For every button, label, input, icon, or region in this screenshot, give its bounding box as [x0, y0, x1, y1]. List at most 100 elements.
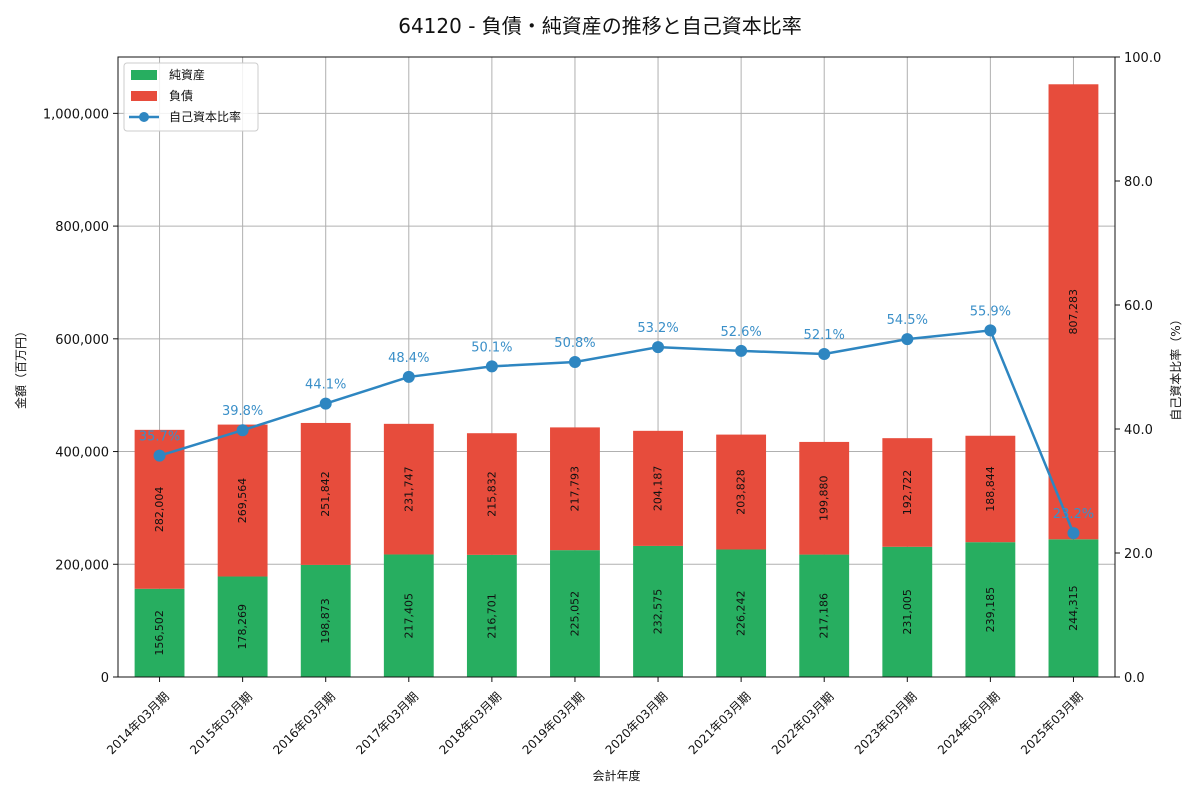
x-tick-label: 2016年03月期: [270, 689, 338, 757]
bar-value-label: 188,844: [984, 466, 997, 512]
ratio-point: [319, 397, 332, 410]
bar-liabilities: [799, 441, 850, 555]
bar-value-label: 239,185: [984, 587, 997, 633]
bar-value-label: 232,575: [652, 589, 665, 635]
bar-value-label: 178,269: [236, 604, 249, 650]
bar-net-assets: [383, 554, 434, 677]
bar-value-label: 807,283: [1067, 289, 1080, 335]
ratio-value-label: 23.2%: [1053, 507, 1094, 522]
bar-value-label: 231,005: [901, 589, 914, 635]
legend-box: [123, 62, 259, 132]
bar-net-assets: [799, 554, 850, 677]
ratio-value-label: 50.8%: [554, 336, 595, 351]
y-axis-right: 0.0 20.0 40.0 60.0 80.0 100.0: [1115, 51, 1161, 686]
legend-label: 負債: [169, 88, 193, 103]
bar-net-assets: [965, 542, 1016, 677]
x-tick-label: 2025年03月期: [1018, 689, 1086, 757]
ratio-point: [485, 360, 498, 373]
ratio-value-label: 35.7%: [139, 430, 180, 445]
ratio-value-label: 53.2%: [637, 321, 678, 336]
bar-liabilities: [550, 427, 600, 551]
bar-liabilities: [217, 424, 268, 577]
ratio-point: [901, 333, 914, 346]
y-tick-label: 0: [101, 671, 109, 686]
bar-value-label: 231,747: [402, 466, 415, 512]
bar-liabilities: [466, 433, 517, 555]
x-tick-label: 2019年03月期: [520, 689, 588, 757]
y2-tick-label: 40.0: [1124, 423, 1153, 438]
ratio-point: [652, 341, 665, 354]
legend-swatch: [131, 91, 157, 101]
ratio-point: [735, 344, 748, 357]
ratio-value-label: 55.9%: [970, 304, 1011, 319]
y-tick-label: 1,000,000: [43, 107, 109, 122]
bar-net-assets: [300, 564, 351, 677]
y-tick-label: 400,000: [55, 446, 109, 461]
legend-marker: [139, 112, 149, 122]
ratio-value-label: 50.1%: [471, 340, 512, 355]
bar-net-assets: [550, 550, 600, 677]
bar-value-label: 217,186: [818, 593, 831, 639]
ratio-line-group: 35.7% 39.8% 44.1% 48.4% 50.1% 50.8% 53.2% 52.6%…: [139, 304, 1094, 540]
ratio-value-label: 44.1%: [305, 378, 346, 393]
y-tick-label: 800,000: [55, 220, 109, 235]
bar-liabilities: [965, 435, 1016, 543]
legend-swatch: [131, 70, 157, 80]
ratio-point: [402, 370, 415, 383]
bar-value-label: 251,842: [319, 471, 332, 517]
bar-liabilities: [300, 422, 351, 565]
y2-axis-label: 自己資本比率（%）: [1168, 313, 1183, 420]
ratio-value-label: 52.1%: [804, 328, 845, 343]
x-tick-label: 2023年03月期: [852, 689, 920, 757]
y-axis-label: 金額（百万円）: [13, 325, 28, 409]
bar-liabilities: [383, 423, 434, 555]
legend-label: 純資産: [169, 67, 205, 82]
bar-value-label: 198,873: [319, 598, 332, 644]
chart-title: 64120 - 負債・純資産の推移と自己資本比率: [398, 14, 802, 38]
bar-value-label: 225,052: [568, 591, 581, 637]
bar-liabilities: [716, 434, 767, 550]
legend-label: 自己資本比率: [169, 109, 241, 124]
ratio-point: [984, 324, 997, 337]
x-tick-label: 2022年03月期: [769, 689, 837, 757]
bar-net-assets: [1048, 539, 1099, 677]
x-axis: 2014年03月期 2015年03月期 2016年03月期 2017年03月期 2018…: [104, 677, 1086, 757]
bar-value-label: 192,722: [901, 470, 914, 516]
y2-tick-label: 100.0: [1124, 51, 1161, 66]
bar-value-label: 282,004: [153, 487, 166, 533]
bar-net-assets: [882, 546, 933, 677]
y2-tick-label: 80.0: [1124, 175, 1153, 190]
x-axis-label: 会計年度: [592, 768, 640, 783]
ratio-point: [1067, 527, 1080, 540]
bar-liabilities: [882, 438, 933, 547]
ratio-point: [153, 449, 166, 462]
ratio-value-label: 54.5%: [887, 313, 928, 328]
x-tick-label: 2021年03月期: [686, 689, 754, 757]
bar-liabilities: [633, 430, 683, 546]
bar-value-label: 215,832: [485, 471, 498, 517]
bar-value-label: 156,502: [153, 610, 166, 656]
bars: [134, 84, 1099, 677]
bar-value-label: 244,315: [1067, 585, 1080, 631]
bar-labels: 156,502 282,004 178,269 269,564 198,873 251,8…: [153, 289, 1080, 656]
y-tick-label: 600,000: [55, 333, 109, 348]
bar-net-assets: [716, 549, 767, 677]
bar-value-label: 199,880: [818, 476, 831, 521]
ratio-line: [159, 329, 1075, 534]
x-tick-label: 2020年03月期: [603, 689, 671, 757]
ratio-point: [236, 424, 249, 437]
y2-tick-label: 60.0: [1124, 299, 1153, 314]
ratio-value-label: 48.4%: [388, 351, 429, 366]
bar-value-label: 216,701: [485, 593, 498, 639]
y-tick-label: 200,000: [55, 558, 109, 573]
x-tick-label: 2018年03月期: [436, 689, 504, 757]
bar-liabilities: [1048, 84, 1099, 540]
plot-area-frame: [117, 56, 1116, 678]
bar-net-assets: [217, 576, 268, 677]
bar-value-label: 203,828: [735, 469, 748, 514]
bar-value-label: 217,405: [402, 593, 415, 639]
bar-value-label: 217,793: [568, 466, 581, 512]
bar-net-assets: [134, 588, 185, 677]
bar-value-label: 226,242: [735, 590, 748, 636]
